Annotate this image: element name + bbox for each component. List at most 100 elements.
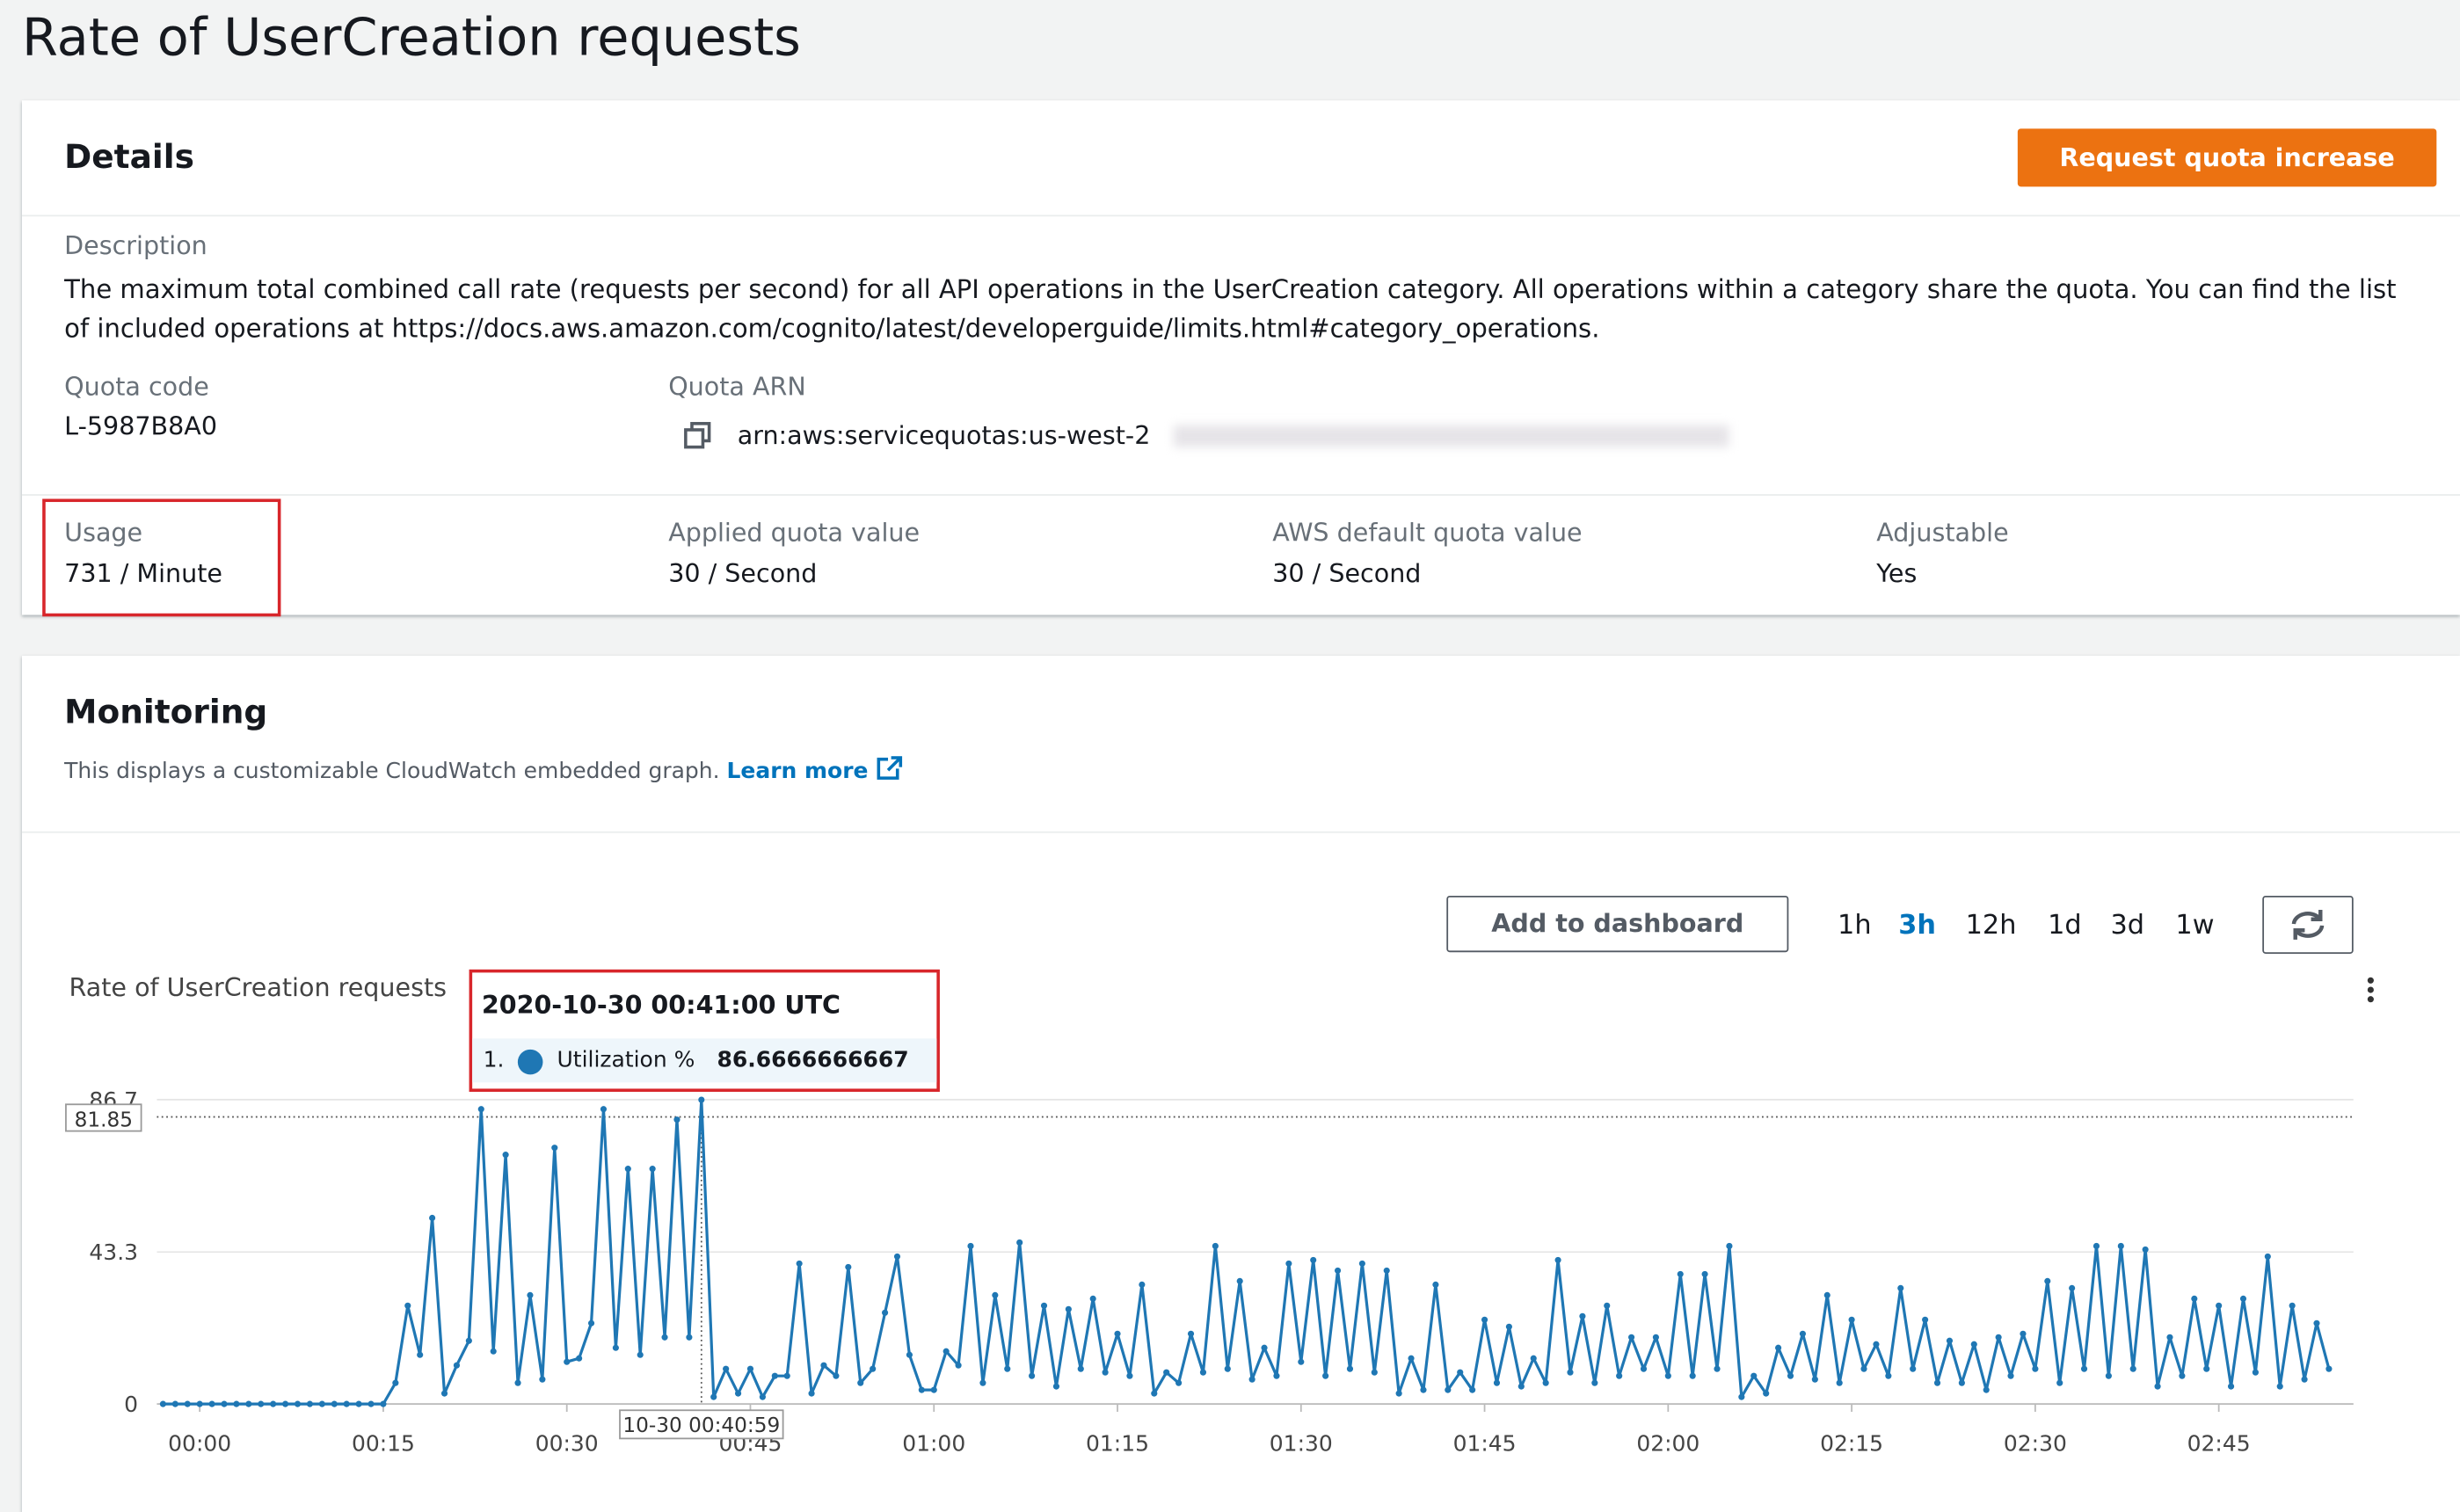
learn-more-link[interactable]: Learn more <box>726 759 869 785</box>
data-point <box>893 1253 901 1260</box>
data-point <box>943 1348 950 1355</box>
data-point <box>1199 1369 1207 1376</box>
data-point <box>514 1379 521 1386</box>
data-point <box>1604 1302 1611 1309</box>
data-point <box>2142 1246 2149 1254</box>
data-point <box>1077 1365 1084 1372</box>
data-point <box>1689 1372 1696 1379</box>
range-option[interactable]: 1d <box>2048 910 2082 941</box>
data-point <box>2252 1369 2259 1376</box>
data-point <box>1126 1372 1133 1379</box>
data-point <box>1420 1386 1427 1393</box>
range-option[interactable]: 3h <box>1898 910 1937 941</box>
data-point <box>1763 1390 1770 1397</box>
data-point <box>1261 1344 1268 1351</box>
data-point <box>918 1386 925 1393</box>
data-point <box>477 1106 484 1113</box>
data-point <box>221 1400 228 1407</box>
tooltip-time: 2020-10-30 00:41:00 UTC <box>481 990 841 1020</box>
data-point <box>710 1393 717 1400</box>
data-point <box>527 1291 534 1298</box>
data-point <box>440 1390 448 1397</box>
data-point <box>1726 1242 1733 1250</box>
data-point <box>1102 1369 1109 1376</box>
data-point <box>2007 1372 2014 1379</box>
data-point <box>820 1362 827 1369</box>
data-point <box>1554 1256 1561 1263</box>
refresh-button[interactable] <box>2262 895 2354 954</box>
range-option[interactable]: 12h <box>1965 910 2017 941</box>
y-tick-label: 43.3 <box>89 1239 138 1265</box>
range-option[interactable]: 1w <box>2175 910 2215 941</box>
field-label: AWS default quota value <box>1272 517 1583 548</box>
data-point <box>906 1351 913 1358</box>
data-point <box>1493 1379 1501 1386</box>
data-point <box>404 1302 411 1309</box>
data-point <box>1616 1372 1623 1379</box>
data-point <box>159 1400 166 1407</box>
add-to-dashboard-button[interactable]: Add to dashboard <box>1446 895 1789 953</box>
field-value: 731 / Minute <box>64 558 222 589</box>
x-tick-label: 02:00 <box>1636 1431 1699 1457</box>
data-point <box>1371 1369 1378 1376</box>
data-point <box>2313 1319 2320 1327</box>
data-point <box>1873 1341 1880 1348</box>
data-point <box>294 1400 302 1407</box>
tooltip-value: 86.6666666667 <box>717 1048 909 1073</box>
data-point <box>1836 1379 1843 1386</box>
data-point <box>1065 1305 1072 1312</box>
value: arn:aws:servicequotas:us-west-2 <box>737 420 1151 451</box>
data-point <box>2301 1376 2308 1383</box>
data-point <box>1946 1337 1954 1344</box>
data-point <box>1933 1379 1941 1386</box>
copy-icon[interactable] <box>684 422 712 450</box>
data-point <box>1089 1295 1096 1302</box>
x-tick-label: 01:15 <box>1086 1431 1149 1457</box>
data-point <box>1652 1334 1659 1341</box>
request-button[interactable]: Request quota increase <box>2017 128 2437 187</box>
data-point <box>368 1400 375 1407</box>
data-point <box>1358 1260 1365 1267</box>
separator <box>21 214 2460 217</box>
range-option[interactable]: 3d <box>2110 910 2145 941</box>
data-point <box>870 1365 877 1372</box>
data-point <box>1860 1365 1867 1372</box>
data-point <box>1897 1284 1904 1291</box>
field-value: Yes <box>1876 558 1918 589</box>
data-point <box>1738 1393 1745 1400</box>
data-point <box>1346 1365 1354 1372</box>
data-point <box>465 1337 472 1344</box>
data-point <box>637 1351 644 1358</box>
label: Quota ARN <box>668 371 806 402</box>
monitoring-title: Monitoring <box>64 693 268 731</box>
hover-y-box <box>65 1103 142 1132</box>
data-point <box>1958 1379 1965 1386</box>
data-point <box>979 1379 986 1386</box>
data-point <box>746 1365 754 1372</box>
data-point <box>1517 1383 1525 1390</box>
data-point <box>673 1116 681 1123</box>
details-title: Details <box>64 138 194 176</box>
data-point <box>1383 1267 1390 1274</box>
value: L-5987B8A0 <box>64 411 217 441</box>
data-point <box>2105 1372 2112 1379</box>
data-point <box>649 1166 656 1173</box>
data-point <box>502 1152 509 1159</box>
data-point <box>417 1351 424 1358</box>
data-point <box>208 1400 215 1407</box>
data-point <box>587 1319 595 1327</box>
data-point <box>331 1400 338 1407</box>
data-point <box>1811 1376 1818 1383</box>
range-option[interactable]: 1h <box>1838 910 1872 941</box>
menu-icon[interactable] <box>2362 976 2378 1004</box>
highlight-box <box>42 498 281 617</box>
data-point <box>233 1400 240 1407</box>
data-point <box>2117 1242 2124 1250</box>
data-point <box>245 1400 252 1407</box>
data-point <box>2179 1372 2186 1379</box>
description: The maximum total combined call rate (re… <box>64 274 2397 344</box>
data-point <box>1579 1312 1586 1319</box>
tooltip-swatch <box>517 1049 543 1075</box>
x-tick-label: 00:00 <box>168 1431 231 1457</box>
data-point <box>429 1214 436 1222</box>
